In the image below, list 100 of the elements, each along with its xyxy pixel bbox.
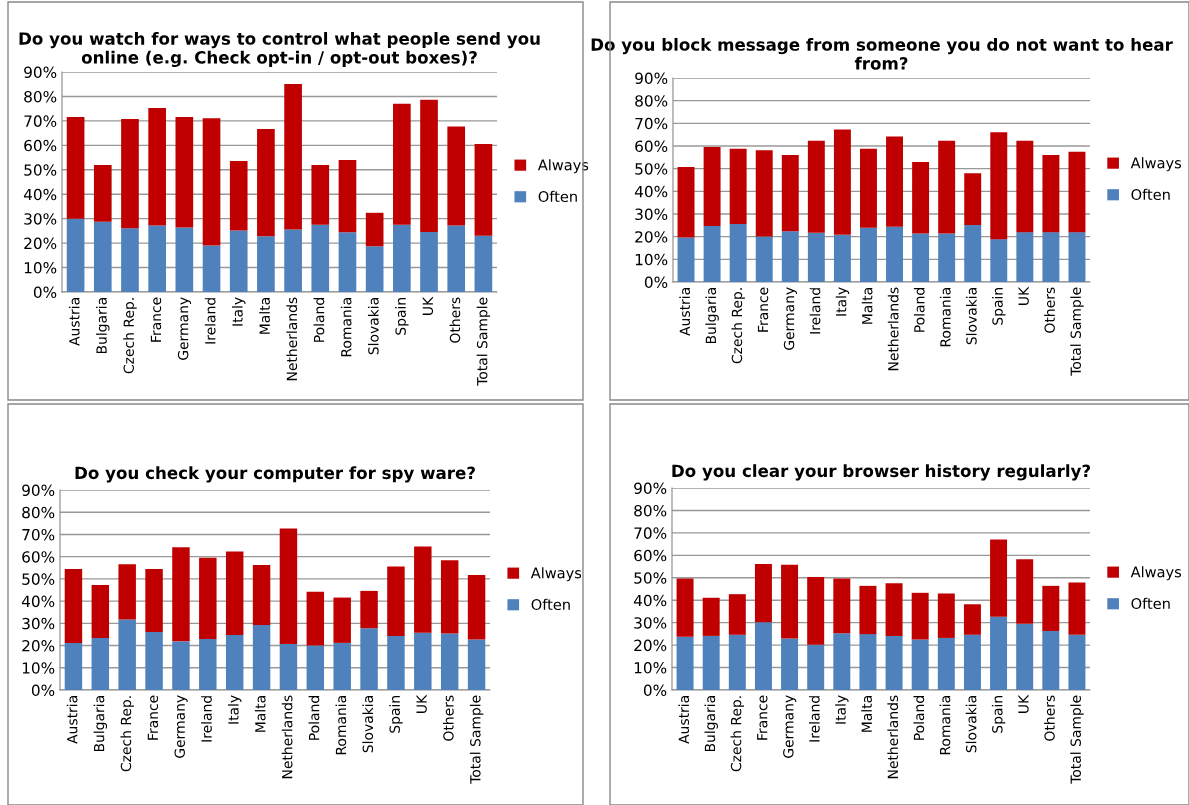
bar (202, 245, 221, 292)
bar (1042, 232, 1060, 282)
bar (1042, 585, 1060, 631)
x-tick-label: Slovakia (367, 298, 379, 355)
bar (360, 628, 378, 690)
bar (225, 634, 244, 690)
bar (420, 99, 438, 233)
x-tick-label: Ireland (201, 696, 212, 742)
x-tick-label: Austria (678, 696, 690, 744)
bar (333, 642, 351, 690)
x-tick-label: Italy (232, 297, 246, 326)
bar (885, 635, 903, 690)
y-tick-label: 0% (33, 286, 57, 299)
x-tick-label: Spain (389, 696, 403, 733)
bar (885, 583, 903, 636)
x-tick-label: UK (422, 296, 434, 315)
bar (807, 232, 825, 282)
legend-label: Often (1131, 188, 1170, 201)
x-tick-label: Poland (313, 298, 325, 342)
y-tick-label: 50% (635, 163, 668, 175)
bar (912, 233, 930, 282)
bar (1016, 623, 1034, 690)
y-tick-label: 80% (635, 95, 668, 107)
x-tick-label: Romania (340, 298, 352, 357)
x-tick-label: Spain (395, 298, 409, 335)
bar (145, 632, 163, 690)
bar (703, 146, 721, 227)
x-tick-label: France (757, 287, 769, 332)
y-tick-label: 30% (24, 213, 57, 225)
bar (1068, 634, 1086, 690)
x-tick-label: Slovakia (966, 288, 977, 345)
y-tick-label: 90% (24, 66, 57, 79)
bar (474, 144, 493, 236)
x-tick-label: Poland (308, 696, 320, 740)
x-tick-label: Bulgaria (704, 696, 718, 752)
y-tick-label: 20% (635, 231, 668, 243)
y-tick-label: 30% (22, 617, 55, 630)
bar (729, 148, 747, 224)
bar (91, 638, 110, 690)
y-tick-label: 20% (634, 639, 667, 652)
bar (859, 585, 877, 635)
bar (338, 160, 357, 233)
bar (393, 224, 411, 292)
x-tick-label: Italy (835, 287, 850, 316)
chart-title: Do you block message from someone you do not want to hear from? (591, 37, 1173, 70)
bar (702, 635, 720, 690)
bar (420, 232, 438, 292)
x-tick-label: Czech Rep. (730, 696, 745, 772)
y-tick-label: 60% (635, 140, 668, 153)
x-tick-label: Germany (783, 695, 797, 758)
bar (148, 107, 166, 226)
x-tick-label: UK (1018, 694, 1029, 713)
bar (252, 564, 271, 625)
bar (121, 118, 139, 229)
y-tick-label: 40% (23, 188, 57, 201)
bar (859, 634, 877, 690)
bar (728, 634, 746, 690)
legend-label: Often (531, 598, 570, 611)
bar (911, 639, 929, 690)
bar (202, 118, 221, 246)
y-tick-label: 80% (22, 506, 55, 519)
x-tick-label: Malta (861, 288, 873, 324)
bar (387, 566, 405, 636)
bar (912, 162, 930, 234)
y-tick-label: 40% (634, 185, 668, 198)
y-tick-label: 80% (24, 90, 57, 103)
bar (1068, 151, 1086, 233)
bar (199, 557, 217, 639)
bar (440, 633, 459, 690)
bar (175, 227, 194, 292)
bar (118, 564, 136, 620)
x-tick-label: Malta (861, 696, 872, 732)
bar (1068, 232, 1086, 282)
x-tick-label: Slovakia (362, 696, 374, 753)
bar (229, 230, 248, 292)
x-tick-label: Total Sample (476, 297, 491, 386)
x-tick-label: Netherlands (281, 695, 293, 779)
x-tick-label: Total Sample (1070, 287, 1084, 376)
bar (474, 235, 493, 292)
y-tick-label: 70% (24, 115, 57, 127)
bar (781, 564, 799, 639)
x-tick-label: Czech Rep. (120, 696, 134, 772)
x-tick-label: Malta (259, 298, 270, 334)
bar (702, 597, 720, 636)
x-tick-label: Germany (174, 695, 188, 758)
bar (279, 644, 298, 690)
x-tick-label: UK (1018, 286, 1029, 305)
bar (393, 103, 411, 225)
bar (175, 116, 194, 228)
x-tick-label: Poland (913, 288, 925, 332)
bar (64, 642, 83, 690)
bar (807, 140, 825, 233)
bar (1016, 140, 1034, 233)
bar (257, 128, 275, 237)
bar (414, 632, 432, 690)
bar (1016, 232, 1034, 282)
bar (755, 150, 773, 237)
bar (677, 167, 695, 238)
x-tick-label: Germany (177, 297, 192, 360)
x-tick-label: Austria (66, 696, 78, 744)
